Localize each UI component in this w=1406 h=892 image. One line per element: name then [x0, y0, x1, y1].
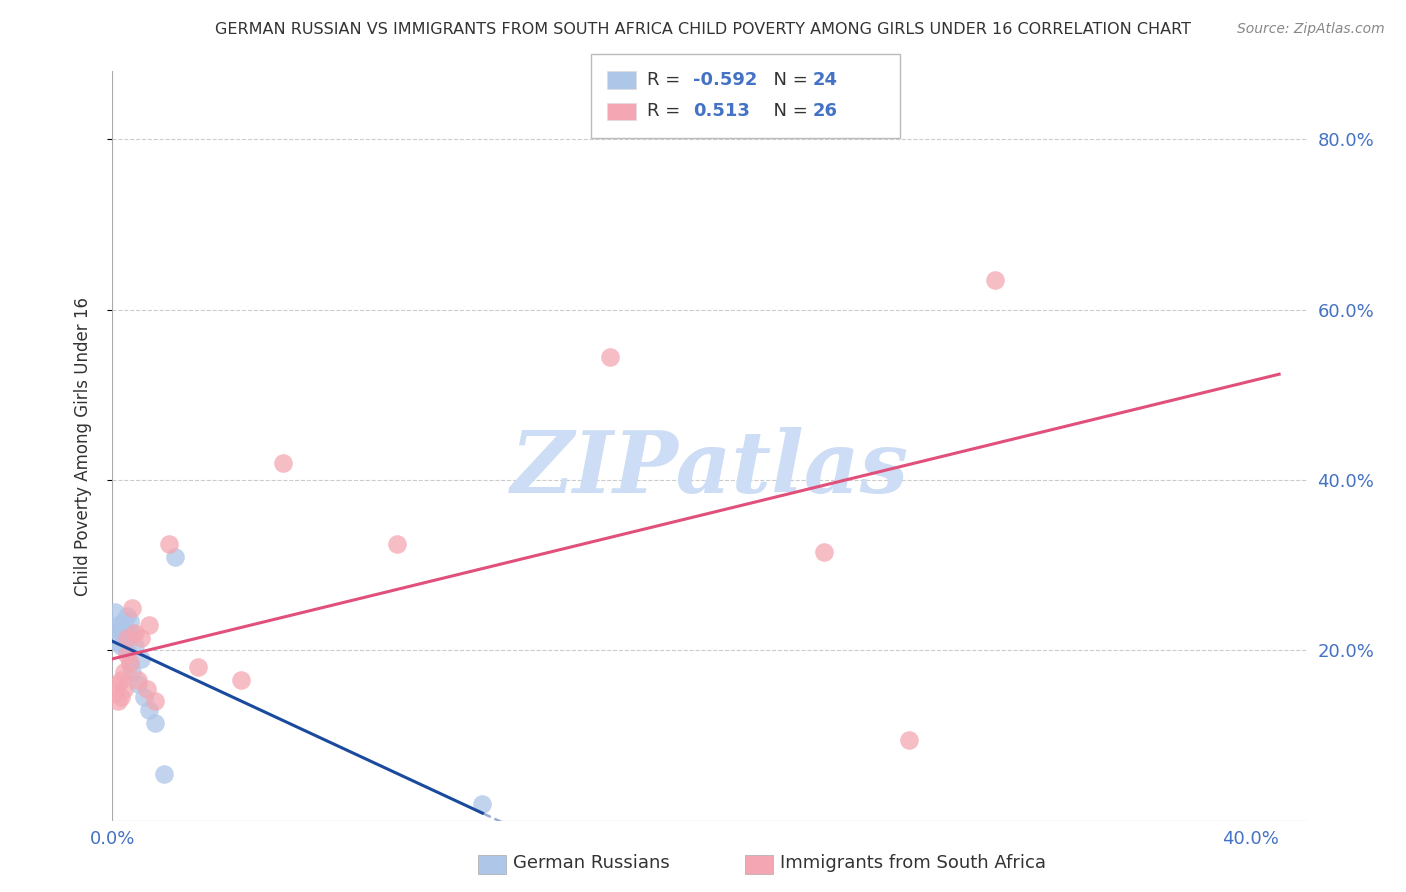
- Point: [118, 656, 141, 670]
- Point: [129, 652, 152, 666]
- Text: R =: R =: [647, 103, 692, 120]
- Point: [115, 631, 138, 645]
- Text: R =: R =: [647, 71, 686, 89]
- Point: [112, 631, 135, 645]
- Text: ZIPatlas: ZIPatlas: [510, 426, 910, 510]
- Point: [118, 656, 141, 670]
- Point: [112, 681, 135, 696]
- Point: [121, 626, 143, 640]
- Point: [118, 614, 141, 628]
- Point: [127, 677, 149, 691]
- Text: 26: 26: [813, 103, 838, 120]
- Point: [110, 639, 132, 653]
- Point: [112, 665, 135, 679]
- Point: [152, 767, 174, 781]
- Text: N =: N =: [762, 71, 814, 89]
- Point: [813, 545, 835, 559]
- Point: [110, 690, 132, 705]
- Point: [104, 605, 127, 619]
- Point: [112, 614, 135, 628]
- Point: [107, 617, 129, 632]
- Point: [121, 600, 143, 615]
- Point: [129, 631, 152, 645]
- Point: [385, 537, 408, 551]
- Point: [143, 715, 166, 730]
- Point: [135, 681, 157, 696]
- Text: -0.592: -0.592: [693, 71, 758, 89]
- Point: [104, 622, 127, 636]
- Text: German Russians: German Russians: [513, 855, 669, 872]
- Point: [271, 456, 294, 470]
- Point: [157, 537, 180, 551]
- Point: [115, 648, 138, 662]
- Point: [983, 273, 1005, 287]
- Point: [115, 609, 138, 624]
- Point: [104, 686, 127, 700]
- Text: GERMAN RUSSIAN VS IMMIGRANTS FROM SOUTH AFRICA CHILD POVERTY AMONG GIRLS UNDER 1: GERMAN RUSSIAN VS IMMIGRANTS FROM SOUTH …: [215, 22, 1191, 37]
- Point: [124, 639, 146, 653]
- Point: [110, 622, 132, 636]
- Point: [107, 635, 129, 649]
- Point: [138, 617, 160, 632]
- Point: [132, 690, 155, 705]
- Point: [110, 673, 132, 688]
- Point: [121, 665, 143, 679]
- Point: [127, 673, 149, 688]
- Text: 0.513: 0.513: [693, 103, 749, 120]
- Point: [115, 643, 138, 657]
- Point: [115, 626, 138, 640]
- Text: Source: ZipAtlas.com: Source: ZipAtlas.com: [1237, 22, 1385, 37]
- Point: [599, 350, 621, 364]
- Point: [165, 549, 187, 564]
- Text: 24: 24: [813, 71, 838, 89]
- Point: [107, 694, 129, 708]
- Point: [898, 732, 921, 747]
- Point: [143, 694, 166, 708]
- Text: N =: N =: [762, 103, 814, 120]
- Point: [187, 660, 209, 674]
- Point: [138, 703, 160, 717]
- Y-axis label: Child Poverty Among Girls Under 16: Child Poverty Among Girls Under 16: [73, 296, 91, 596]
- Text: Immigrants from South Africa: Immigrants from South Africa: [780, 855, 1046, 872]
- Point: [124, 626, 146, 640]
- Point: [471, 797, 494, 811]
- Point: [107, 677, 129, 691]
- Point: [229, 673, 252, 688]
